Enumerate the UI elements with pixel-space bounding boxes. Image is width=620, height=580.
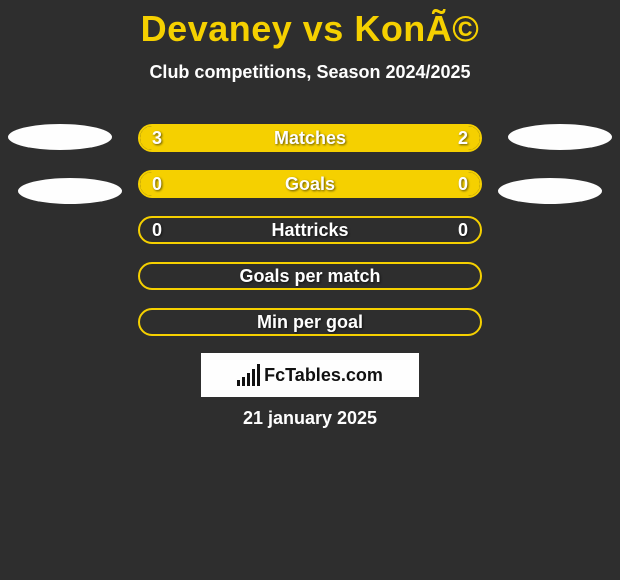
- stat-row: Matches3 2: [138, 124, 482, 152]
- bar-icon-bar: [242, 377, 245, 386]
- stat-row: Hattricks0 0: [138, 216, 482, 244]
- stat-label: Goals: [140, 172, 480, 196]
- stats-table: Matches32Goals00Hattricks00Goals per mat…: [138, 124, 482, 354]
- stat-label: Goals per match: [140, 264, 480, 288]
- stat-row: Goals0 0: [138, 170, 482, 198]
- bar-icon-bar: [237, 380, 240, 386]
- player-right-photo-placeholder: [508, 124, 612, 150]
- player-left-photo-placeholder: [8, 124, 112, 150]
- page-title: Devaney vs KonÃ©: [0, 8, 620, 50]
- page-subtitle: Club competitions, Season 2024/2025: [0, 62, 620, 83]
- stat-row: Goals per match: [138, 262, 482, 290]
- stat-value-right: 2: [458, 126, 468, 150]
- stat-value-left: 3: [152, 126, 162, 150]
- stat-value-right: 0: [458, 172, 468, 196]
- bar-icon-bar: [252, 369, 255, 386]
- bar-icon-bar: [247, 373, 250, 386]
- logo-text: FcTables.com: [264, 365, 383, 386]
- stat-value-left: 0: [152, 172, 162, 196]
- bar-chart-icon: [237, 364, 260, 386]
- stat-label: Matches: [140, 126, 480, 150]
- fctables-logo: FcTables.com: [201, 353, 419, 397]
- snapshot-date: 21 january 2025: [0, 408, 620, 429]
- team-right-logo-placeholder: [498, 178, 602, 204]
- bar-icon-bar: [257, 364, 260, 386]
- stat-label: Hattricks: [140, 218, 480, 242]
- team-left-logo-placeholder: [18, 178, 122, 204]
- stat-label: Min per goal: [140, 310, 480, 334]
- stat-value-left: 0: [152, 218, 162, 242]
- stat-row: Min per goal: [138, 308, 482, 336]
- stat-value-right: 0: [458, 218, 468, 242]
- comparison-card: Devaney vs KonÃ© Club competitions, Seas…: [0, 0, 620, 580]
